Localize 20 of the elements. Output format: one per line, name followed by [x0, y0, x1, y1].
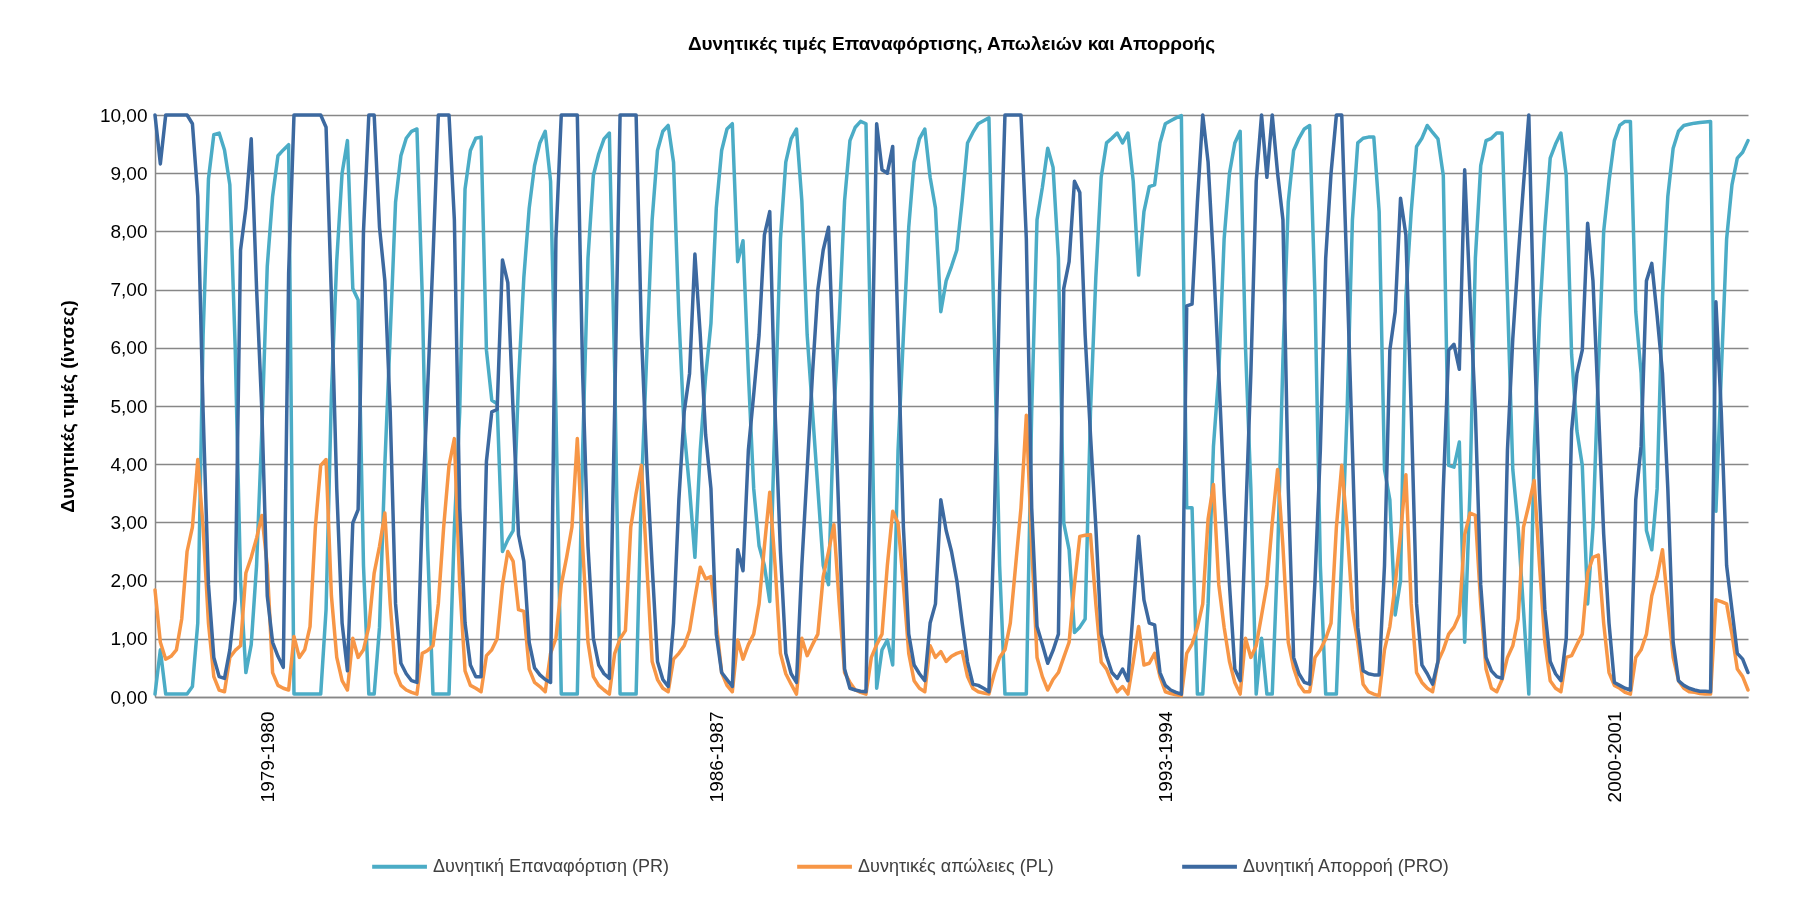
legend-label: Δυνητικές απώλειες (PL)	[858, 855, 1054, 876]
legend-label: Δυνητική Απορροή (PRO)	[1243, 855, 1449, 876]
x-tick-label: 1986-1987	[705, 711, 727, 803]
y-tick-label: 3,00	[110, 511, 148, 533]
y-tick-label: 9,00	[110, 162, 148, 184]
legend-label: Δυνητική Επαναφόρτιση (PR)	[433, 855, 669, 876]
y-tick-label: 6,00	[110, 337, 148, 359]
y-tick-label: 7,00	[110, 279, 148, 301]
y-axis-title: Δυνητικές τιμές (ίντσες)	[56, 300, 78, 513]
x-tick-label: 1979-1980	[256, 711, 278, 803]
x-tick-label: 1993-1994	[1154, 711, 1176, 803]
chart-title: Δυνητικές τιμές Επαναφόρτισης, Απωλειών και Απορροής	[687, 33, 1216, 54]
y-tick-label: 8,00	[110, 220, 148, 242]
y-tick-label: 5,00	[110, 395, 148, 417]
x-tick-label: 2000-2001	[1603, 711, 1625, 803]
y-tick-label: 0,00	[110, 686, 148, 708]
y-tick-label: 2,00	[110, 570, 148, 592]
y-tick-label: 4,00	[110, 453, 148, 475]
y-tick-label: 10,00	[99, 104, 148, 126]
y-tick-label: 1,00	[110, 628, 148, 650]
